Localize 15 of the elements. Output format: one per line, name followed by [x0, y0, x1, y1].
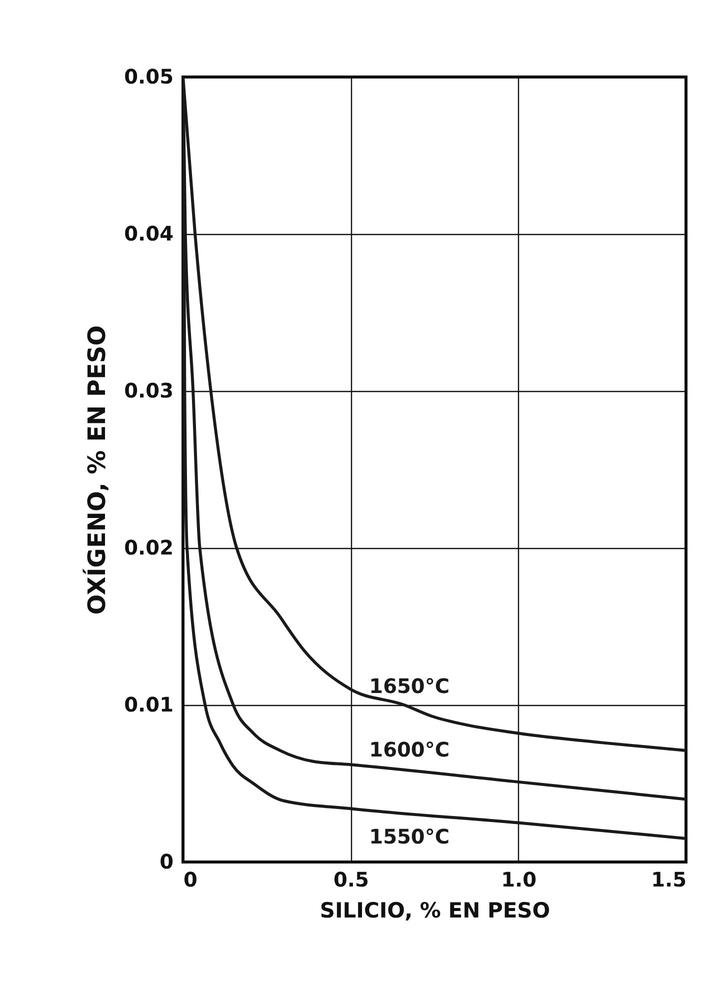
x-tick-label: 0.5 — [333, 868, 369, 892]
y-tick-label: 0.04 — [124, 222, 174, 246]
x-axis-title: SILICIO, % EN PESO — [320, 898, 550, 922]
series-label: 1650°C — [369, 674, 450, 698]
y-axis-title: OXÍGENO, % EN PESO — [82, 325, 112, 615]
x-tick-label: 1.5 — [651, 868, 686, 892]
series-label: 1600°C — [369, 738, 450, 762]
y-tick-label: 0.05 — [124, 64, 174, 88]
x-tick-label: 1.0 — [501, 868, 537, 892]
series-label: 1550°C — [369, 824, 450, 849]
y-tick-label: 0.02 — [124, 536, 174, 560]
y-tick-label: 0.03 — [124, 378, 174, 402]
x-tick-label: 0 — [184, 868, 198, 892]
y-tick-label: 0 — [160, 850, 174, 874]
y-tick-label: 0.01 — [124, 692, 174, 716]
